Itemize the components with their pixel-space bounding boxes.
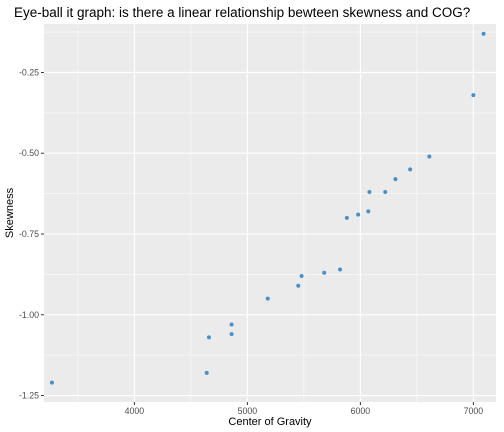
data-point [383,190,388,194]
x-tick-label: 4000 [125,406,145,416]
data-point [481,31,486,36]
data-point [204,370,209,375]
x-tick-label: 7000 [464,406,484,416]
data-point [299,274,304,278]
data-point [338,267,343,272]
data-point [427,154,432,159]
grid-major [44,24,496,402]
data-point [206,335,211,340]
data-point [229,322,234,327]
y-tick-label: -0.75 [19,229,39,239]
data-point [322,270,327,275]
y-tick-label: -0.50 [19,148,39,158]
data-point [344,215,349,220]
x-axis: 4000 5000 6000 7000 [125,402,484,416]
chart-title: Eye-ball it graph: is there a linear rel… [14,5,470,20]
x-tick-label: 6000 [351,406,371,416]
data-point [471,93,476,98]
data-points [49,31,486,385]
data-point [296,283,301,288]
y-tick-label: -0.25 [19,67,39,77]
y-axis-title: Skewness [4,187,16,238]
data-point [49,380,54,385]
data-point [356,212,361,217]
y-axis: -1.25 -1.00 -0.75 -0.50 -0.25 [19,67,44,401]
x-tick-label: 5000 [238,406,258,416]
y-tick-label: -1.25 [19,391,39,401]
x-axis-title: Center of Gravity [228,416,312,428]
data-point [408,167,413,172]
y-tick-label: -1.00 [19,310,39,320]
data-point [366,209,371,214]
data-point [367,190,372,194]
data-point [265,296,270,301]
data-point [229,332,234,337]
plot-panel [44,24,496,402]
grid-minor [44,24,496,402]
data-point [393,177,398,182]
